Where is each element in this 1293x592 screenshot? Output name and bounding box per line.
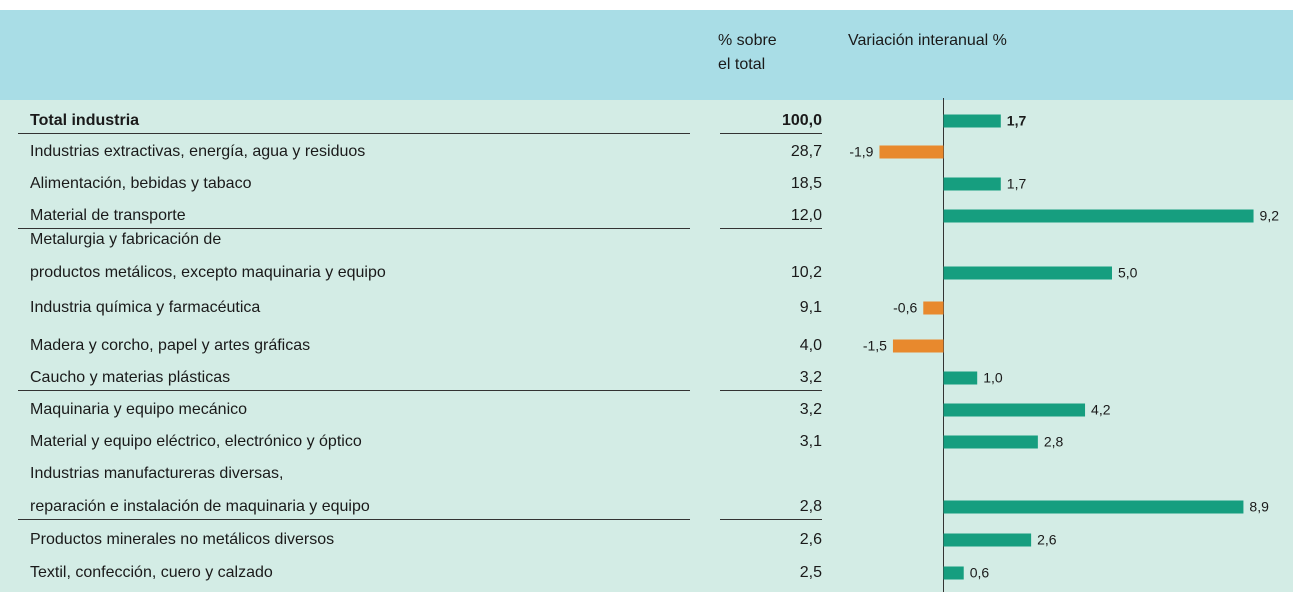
share-value: 9,1 [800,299,822,316]
value-label: 8,9 [1249,499,1269,515]
share-value: 2,8 [800,498,822,515]
share-value: 12,0 [791,207,822,224]
bar [943,209,1254,223]
bar [943,266,1112,280]
share-value: 100,0 [782,112,822,129]
bar [943,371,978,385]
bar [943,566,964,580]
bar [943,435,1038,449]
value-label: -0,6 [893,300,917,316]
bar [943,500,1244,514]
category-label: Total industria [30,112,139,129]
value-label: 4,2 [1091,402,1111,418]
bar [943,177,1001,191]
bar [923,301,944,315]
value-label: -1,5 [863,338,887,354]
share-header: el total [718,56,765,73]
category-label: Maquinaria y equipo mecánico [30,401,247,418]
share-value: 28,7 [791,143,822,160]
category-label: Material y equipo eléctrico, electrónico… [30,433,362,450]
share-value: 3,1 [800,433,822,450]
header-band [0,10,1293,100]
bar [892,339,944,353]
bar [943,114,1001,128]
value-label: 5,0 [1118,265,1138,281]
category-label: Madera y corcho, papel y artes gráficas [30,337,310,354]
share-header: % sobre [718,32,777,49]
share-value: 3,2 [800,369,822,386]
share-value: 2,6 [800,531,822,548]
category-label: Textil, confección, cuero y calzado [30,564,273,581]
value-label: 1,0 [983,370,1003,386]
bar [943,533,1032,547]
category-label: Material de transporte [30,207,186,224]
category-label: Industria química y farmacéutica [30,299,260,316]
value-label: 1,7 [1007,113,1027,129]
share-value: 4,0 [800,337,822,354]
category-label: Metalurgia y fabricación de productos met… [30,231,386,281]
value-label: 1,7 [1007,176,1027,192]
category-label: Productos minerales no metálicos diverso… [30,531,334,548]
value-header: Variación interanual % [848,32,1007,49]
category-label: Alimentación, bebidas y tabaco [30,175,252,192]
share-value: 10,2 [791,264,822,281]
share-value: 18,5 [791,175,822,192]
value-label: 0,6 [970,565,990,581]
value-label: 9,2 [1260,208,1280,224]
category-label: Industrias extractivas, energía, agua y … [30,143,365,160]
value-label: -1,9 [849,144,873,160]
share-value: 2,5 [800,564,822,581]
category-label: Industrias manufactureras diversas, repar… [30,465,370,515]
bar [943,403,1086,417]
bar [879,145,944,159]
value-label: 2,6 [1037,532,1057,548]
category-label: Caucho y materias plásticas [30,369,230,386]
value-label: 2,8 [1044,434,1064,450]
share-value: 3,2 [800,401,822,418]
